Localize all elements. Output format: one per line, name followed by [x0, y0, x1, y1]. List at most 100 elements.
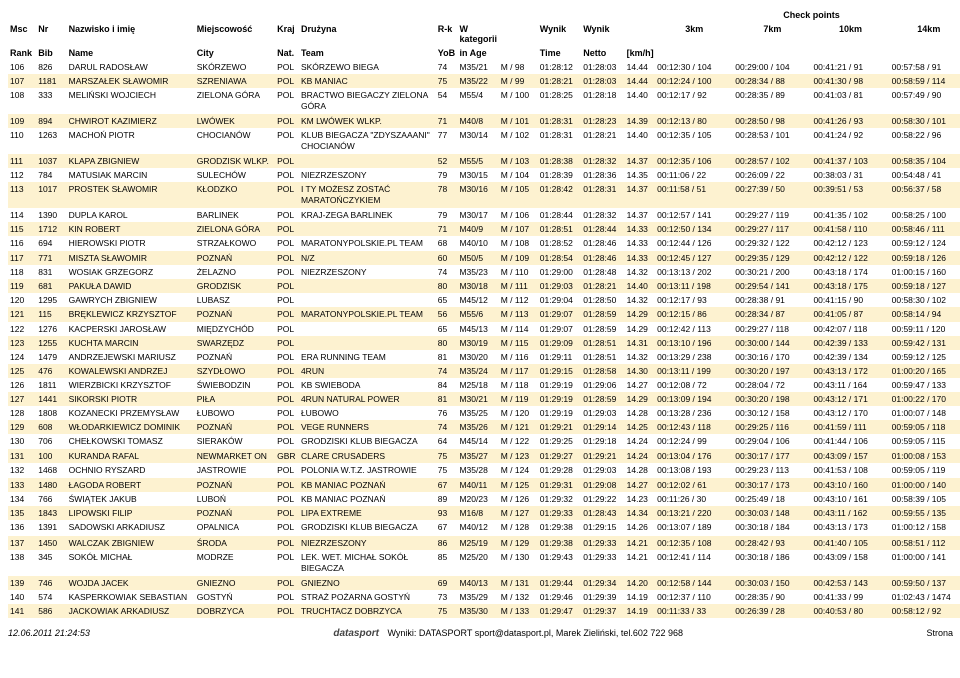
- cell-cat: M / 132: [499, 590, 538, 604]
- cell-c7: 00:28:35 / 90: [733, 590, 811, 604]
- cell-msc: 108: [8, 88, 36, 114]
- cell-bib: 608: [36, 420, 66, 434]
- cell-msc: 134: [8, 492, 36, 506]
- cell-city: SZRENIAWA: [195, 74, 275, 88]
- cell-c3: 00:12:42 / 113: [655, 322, 733, 336]
- cell-age: M20/23: [457, 492, 498, 506]
- cell-nat: POL: [275, 434, 299, 449]
- cell-time: 01:28:52: [538, 236, 581, 251]
- cell-city: POZNAŃ: [195, 506, 275, 520]
- cell-name: HIEROWSKI PIOTR: [67, 236, 195, 251]
- cell-team: STRAŻ POŻARNA GOSTYŃ: [299, 590, 436, 604]
- cell-nat: POL: [275, 236, 299, 251]
- cell-city: SULECHÓW: [195, 168, 275, 182]
- cell-time: 01:29:33: [538, 506, 581, 520]
- cell-city: LUBASZ: [195, 293, 275, 307]
- cell-c7: 00:30:20 / 198: [733, 392, 811, 406]
- cell-c10: 00:43:18 / 175: [811, 279, 889, 293]
- cell-c14: 01:00:00 / 140: [890, 478, 960, 492]
- cell-c7: 00:28:35 / 89: [733, 88, 811, 114]
- cell-time: 01:29:47: [538, 604, 581, 618]
- cell-c7: 00:28:34 / 87: [733, 307, 811, 322]
- col-header: W kategorii: [457, 22, 498, 46]
- cell-c10: 00:43:12 / 171: [811, 392, 889, 406]
- cell-c10: 00:41:26 / 93: [811, 114, 889, 128]
- cell-nat: POL: [275, 265, 299, 279]
- cell-cat: M / 123: [499, 449, 538, 463]
- table-row: 1111037KLAPA ZBIGNIEWGRODZISK WLKP.POL52…: [8, 154, 960, 168]
- cell-c10: 00:41:53 / 108: [811, 463, 889, 478]
- cell-c10: 00:43:13 / 172: [811, 364, 889, 378]
- col-header: 7km: [733, 22, 811, 46]
- table-row: 1321468OCHNIO RYSZARDJASTROWIEPOLPOLONIA…: [8, 463, 960, 478]
- cell-name: DUPLA KAROL: [67, 208, 195, 222]
- table-row: 140574KASPERKOWIAK SEBASTIANGOSTYŃPOLSTR…: [8, 590, 960, 604]
- cell-c14: 00:58:14 / 94: [890, 307, 960, 322]
- cell-name: MACHOŃ PIOTR: [67, 128, 195, 154]
- cell-msc: 141: [8, 604, 36, 618]
- cell-name: MATUSIAK MARCIN: [67, 168, 195, 182]
- cell-yob: 64: [436, 434, 458, 449]
- cell-city: JASTROWIE: [195, 463, 275, 478]
- cell-age: M40/10: [457, 236, 498, 251]
- cell-name: LIPOWSKI FILIP: [67, 506, 195, 520]
- cell-time: 01:28:31: [538, 128, 581, 154]
- cell-netto: 01:28:03: [581, 74, 624, 88]
- cell-cat: M / 112: [499, 293, 538, 307]
- cell-c10: 00:43:09 / 157: [811, 449, 889, 463]
- cell-cat: M / 118: [499, 378, 538, 392]
- cell-yob: 75: [436, 463, 458, 478]
- cell-netto: 01:28:44: [581, 222, 624, 236]
- cell-netto: 01:28:31: [581, 182, 624, 208]
- cell-name: MISZTA SŁAWOMIR: [67, 251, 195, 265]
- cell-c10: 00:41:59 / 111: [811, 420, 889, 434]
- cell-cat: M / 104: [499, 168, 538, 182]
- cell-c10: 00:41:40 / 105: [811, 536, 889, 550]
- cell-team: [299, 322, 436, 336]
- cell-yob: 65: [436, 293, 458, 307]
- cell-team: TRUCHTACZ DOBRZYCA: [299, 604, 436, 618]
- col-subheader: Netto: [581, 46, 624, 60]
- cell-c10: 00:42:12 / 122: [811, 251, 889, 265]
- cell-time: 01:28:31: [538, 114, 581, 128]
- cell-msc: 133: [8, 478, 36, 492]
- cell-team: 4RUN NATURAL POWER: [299, 392, 436, 406]
- col-subheader: Time: [538, 46, 581, 60]
- cell-kmh: 14.28: [625, 463, 655, 478]
- cell-time: 01:29:27: [538, 449, 581, 463]
- table-row: 134766ŚWIĄTEK JAKUBLUBOŃPOLKB MANIAC POZ…: [8, 492, 960, 506]
- cell-yob: 84: [436, 378, 458, 392]
- cell-team: N/Z: [299, 251, 436, 265]
- table-row: 1241479ANDRZEJEWSKI MARIUSZPOZNAŃPOLERA …: [8, 350, 960, 364]
- cell-time: 01:29:19: [538, 378, 581, 392]
- col-header: 10km: [811, 22, 889, 46]
- cell-team: [299, 279, 436, 293]
- table-row: 116694HIEROWSKI PIOTRSTRZAŁKOWOPOLMARATO…: [8, 236, 960, 251]
- cell-age: M55/4: [457, 88, 498, 114]
- cell-c14: 00:58:12 / 92: [890, 604, 960, 618]
- cell-netto: 01:29:15: [581, 520, 624, 535]
- cell-cat: M / 124: [499, 463, 538, 478]
- footer-page-label: Strona: [926, 628, 953, 638]
- cell-c3: 00:13:04 / 176: [655, 449, 733, 463]
- cell-age: M25/19: [457, 536, 498, 550]
- cell-age: M40/11: [457, 478, 498, 492]
- cell-c3: 00:13:09 / 194: [655, 392, 733, 406]
- cell-age: M45/12: [457, 293, 498, 307]
- cell-c10: 00:43:10 / 160: [811, 478, 889, 492]
- cell-nat: POL: [275, 420, 299, 434]
- col-subheader: Nat.: [275, 46, 299, 60]
- cell-name: KLAPA ZBIGNIEW: [67, 154, 195, 168]
- cell-c7: 00:29:04 / 106: [733, 434, 811, 449]
- cell-age: M30/18: [457, 279, 498, 293]
- cell-netto: 01:29:37: [581, 604, 624, 618]
- col-subheader: Name: [67, 46, 195, 60]
- cell-kmh: 14.31: [625, 336, 655, 350]
- cell-age: M50/5: [457, 251, 498, 265]
- cell-msc: 119: [8, 279, 36, 293]
- cell-city: POZNAŃ: [195, 307, 275, 322]
- cell-yob: 67: [436, 478, 458, 492]
- cell-team: GRODZISKI KLUB BIEGACZA: [299, 520, 436, 535]
- table-row: 106826DARUL RADOSŁAWSKÓRZEWOPOLSKÓRZEWO …: [8, 60, 960, 74]
- cell-msc: 113: [8, 182, 36, 208]
